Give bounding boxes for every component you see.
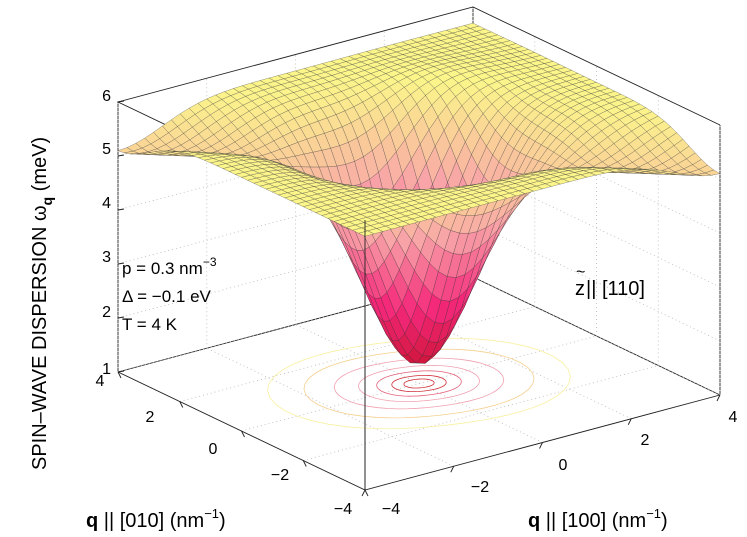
floor-grid-line: [472, 276, 721, 396]
surface-cell: [358, 230, 375, 237]
z-axis-label-sub: q: [39, 197, 55, 206]
z-axis-label: SPIN–WAVE DISPERSION ωq (meV): [29, 137, 55, 470]
z-tick-labels: 1 2 3 4 5 6: [102, 88, 111, 378]
y-axis-label-close: ): [219, 510, 226, 532]
parameter-annotations: p = 0.3 nm−3 Δ = −0.1 eV T = 4 K: [122, 255, 217, 334]
z-tick-label: 4: [102, 195, 111, 212]
x-tick-label: 4: [729, 409, 738, 426]
y-tick-mark: [364, 489, 369, 497]
z-tick-label: 3: [102, 249, 111, 266]
annotation-delta: Δ = −0.1 eV: [122, 287, 212, 306]
x-axis-label-text: || [100] (nm: [540, 510, 646, 532]
annotation-z: z: [575, 278, 585, 300]
x-tick-mark: [539, 442, 543, 449]
z-tick-mark: [117, 100, 125, 103]
direction-annotation: ~ z || [110]: [575, 264, 645, 300]
x-tick-mark: [716, 394, 721, 402]
x-tick-label: −4: [382, 501, 400, 518]
box-floor-front-edges: [117, 371, 721, 491]
floor-grid-line: [179, 306, 535, 402]
y-tick-mark: [117, 371, 122, 379]
z-tick-label: 1: [102, 361, 111, 378]
dispersion-surface: [117, 22, 721, 364]
y-tick-label: −4: [334, 501, 352, 518]
y-axis-label-bold: q: [86, 510, 98, 532]
y-axis-label-text: || [010] (nm: [98, 510, 204, 532]
x-axis-label-close: ): [661, 510, 668, 532]
floor-grid-line: [295, 324, 543, 443]
y-axis-label: q || [010] (nm−1): [86, 506, 226, 532]
y-tick-mark: [179, 401, 184, 408]
x-axis-label-exp: −1: [646, 506, 661, 521]
z-tick-mark: [117, 154, 125, 157]
contour-line: [403, 378, 435, 389]
y-tick-label: −2: [271, 467, 289, 484]
x-tick-mark: [361, 489, 366, 497]
y-tick-label: 4: [96, 373, 105, 390]
contour-line: [376, 370, 462, 397]
y-tick-label: 2: [146, 409, 155, 426]
x-tick-label: −2: [471, 479, 489, 496]
y-tick-mark: [241, 430, 245, 438]
z-axis-label-unit: (meV): [29, 137, 51, 191]
x-tick-label: 2: [641, 432, 650, 449]
x-tick-mark: [450, 466, 455, 473]
annotation-direction: || [110]: [586, 278, 645, 300]
annotation-z-tilde: ~: [576, 264, 585, 281]
y-axis-label-exp: −1: [204, 506, 219, 521]
y-tick-labels: 4 2 0 −2 −4: [96, 373, 353, 518]
x-axis-label-bold: q: [528, 510, 540, 532]
z-tick-label: 5: [102, 141, 111, 158]
contour-line: [358, 365, 480, 402]
annotation-density: p = 0.3 nm−3: [122, 255, 217, 278]
z-tick-mark: [117, 208, 125, 211]
floor-grid-line: [206, 347, 454, 467]
x-tick-mark: [627, 418, 632, 425]
z-axis-label-main: SPIN–WAVE DISPERSION ω: [29, 205, 51, 470]
annotation-temperature: T = 4 K: [122, 315, 178, 334]
z-tick-label: 6: [102, 88, 111, 105]
y-tick-label: 0: [209, 441, 218, 458]
front-box-edges: [117, 100, 721, 497]
y-tick-mark: [302, 460, 307, 467]
x-axis-label: q || [100] (nm−1): [528, 506, 668, 532]
contour-line: [391, 374, 447, 393]
z-tick-mark: [117, 316, 125, 319]
z-tick-mark: [117, 262, 125, 265]
x-tick-labels: −4 −2 0 2 4: [382, 409, 738, 518]
z-tick-mark: [117, 370, 125, 373]
z-tick-label: 2: [102, 304, 111, 321]
x-tick-label: 0: [559, 457, 568, 474]
